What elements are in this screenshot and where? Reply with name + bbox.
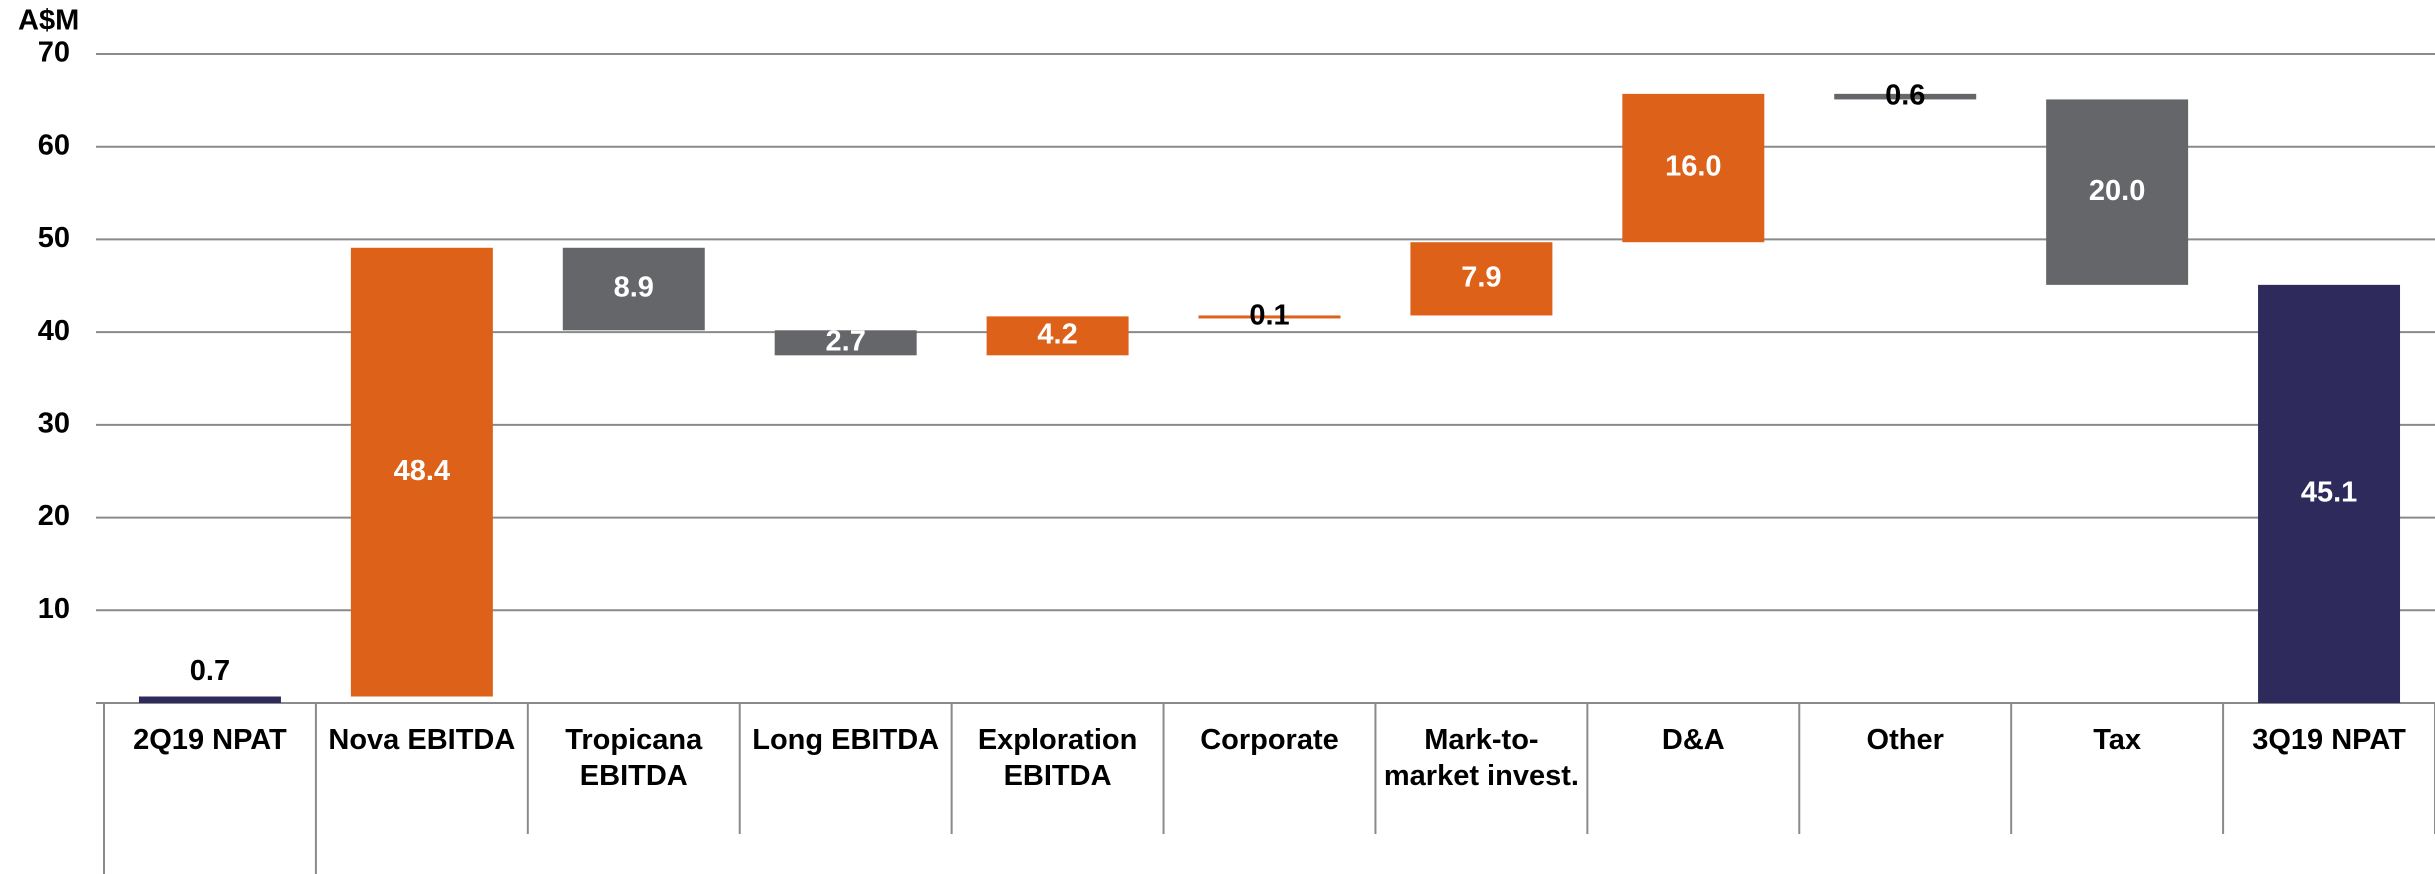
x-tick-label: Exploration EBITDA <box>977 724 1138 792</box>
data-label: 0.7 <box>190 655 230 687</box>
x-tick-label: 3Q19 NPAT <box>2252 724 2406 756</box>
x-tick-label: Other <box>1866 724 1944 756</box>
y-tick-label: 40 <box>38 315 70 347</box>
x-tick-label: Tax <box>2093 724 2142 756</box>
bar <box>2258 284 2401 703</box>
data-label: 2.7 <box>826 325 866 357</box>
bar <box>774 330 917 356</box>
data-label: 20.0 <box>2089 175 2145 207</box>
y-axis-label: A$M <box>18 5 79 37</box>
bar <box>350 247 493 697</box>
bar <box>562 247 705 331</box>
data-label: 7.9 <box>1461 261 1501 293</box>
data-label: 16.0 <box>1665 151 1721 183</box>
y-tick-label: 20 <box>38 500 70 532</box>
data-label: 48.4 <box>394 455 450 487</box>
x-tick-label: D&A <box>1661 724 1725 756</box>
bar <box>1198 315 1341 319</box>
x-tick-label: Tropicana EBITDA <box>565 724 703 792</box>
data-label: 45.1 <box>2301 477 2357 509</box>
data-label: 0.6 <box>1885 79 1925 111</box>
y-tick-label: 60 <box>38 129 70 161</box>
y-tick-label: 50 <box>38 222 70 254</box>
x-tick-label: Long EBITDA <box>752 724 940 756</box>
y-tick-label: 30 <box>38 408 70 440</box>
y-tick-label: 70 <box>38 37 70 69</box>
data-label: 8.9 <box>614 272 654 304</box>
x-tick-label: Nova EBITDA <box>328 724 516 756</box>
bar <box>2046 99 2189 285</box>
bar <box>1622 93 1765 243</box>
x-tick-label: Corporate <box>1200 724 1339 756</box>
bar <box>1834 93 1977 100</box>
x-tick-label: Mark-to-market invest. <box>1383 724 1579 792</box>
data-label: 0.1 <box>1249 300 1289 332</box>
x-tick-label: 2Q19 NPAT <box>133 724 287 756</box>
bar <box>138 696 281 703</box>
y-tick-label: 10 <box>38 593 70 625</box>
bar <box>1410 242 1553 316</box>
data-label: 4.2 <box>1037 319 1077 351</box>
bar <box>986 316 1129 356</box>
